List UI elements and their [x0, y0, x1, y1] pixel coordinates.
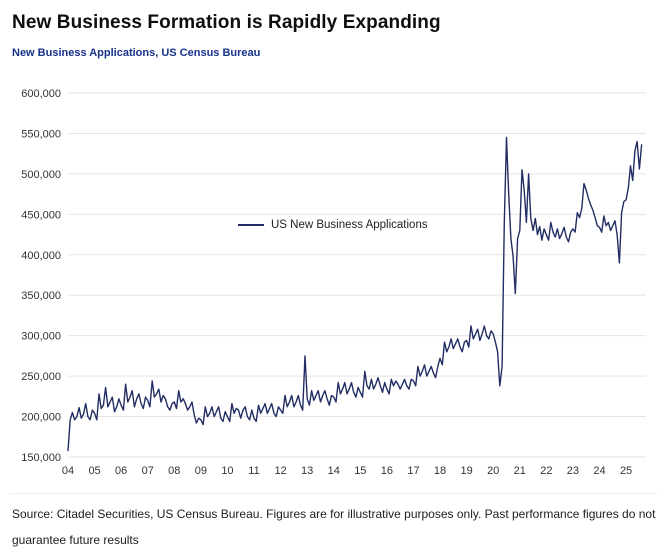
y-axis-label: 350,000: [21, 290, 61, 302]
y-axis-label: 400,000: [21, 250, 61, 262]
y-axis-label: 600,000: [21, 88, 61, 100]
gridlines: [68, 92, 646, 458]
x-axis: 04 05 06 07 08 09 10 11 12 13 14 15 16 17 18 19 20 21 22 23…: [62, 465, 632, 477]
data-line: [67, 136, 643, 452]
chart-legend: US New Business Applications: [238, 219, 428, 231]
x-axis-label: 10: [221, 465, 233, 477]
y-axis-label: 150,000: [21, 452, 61, 464]
y-axis-label: 300,000: [21, 331, 61, 343]
page-title: New Business Formation is Rapidly Expand…: [12, 12, 441, 33]
x-axis-label: 22: [540, 465, 552, 477]
x-axis-label: 23: [567, 465, 579, 477]
y-axis-label: 250,000: [21, 371, 61, 383]
x-axis-label: 25: [620, 465, 632, 477]
y-axis-label: 200,000: [21, 412, 61, 424]
x-axis-label: 15: [354, 465, 366, 477]
y-axis-label: 550,000: [21, 128, 61, 140]
x-axis-label: 12: [274, 465, 286, 477]
line-chart: 150,000 200,000 250,000 300,000 350,000 400,0…: [10, 63, 650, 491]
x-axis-label: 21: [514, 465, 526, 477]
legend-label: US New Business Applications: [271, 219, 428, 231]
y-axis-label: 500,000: [21, 169, 61, 181]
x-axis-label: 05: [88, 465, 100, 477]
x-axis-label: 24: [593, 465, 605, 477]
x-axis-label: 07: [142, 465, 154, 477]
x-axis-label: 09: [195, 465, 207, 477]
x-axis-label: 14: [328, 465, 340, 477]
line-chart-canvas: 150,000 200,000 250,000 300,000 350,000 400,0…: [21, 88, 646, 477]
x-axis-label: 16: [381, 465, 393, 477]
x-axis-label: 17: [407, 465, 419, 477]
x-axis-label: 04: [62, 465, 74, 477]
x-axis-label: 18: [434, 465, 446, 477]
chart-subtitle: New Business Applications, US Census Bur…: [12, 47, 261, 59]
x-axis-label: 19: [460, 465, 472, 477]
legend-line-swatch: [238, 224, 264, 226]
x-axis-label: 11: [248, 465, 259, 477]
x-axis-label: 08: [168, 465, 180, 477]
source-note: Source: Citadel Securities, US Census Bu…: [10, 493, 658, 554]
x-axis-label: 20: [487, 465, 499, 477]
y-axis-label: 450,000: [21, 209, 61, 221]
x-axis-label: 06: [115, 465, 127, 477]
x-axis-label: 13: [301, 465, 313, 477]
